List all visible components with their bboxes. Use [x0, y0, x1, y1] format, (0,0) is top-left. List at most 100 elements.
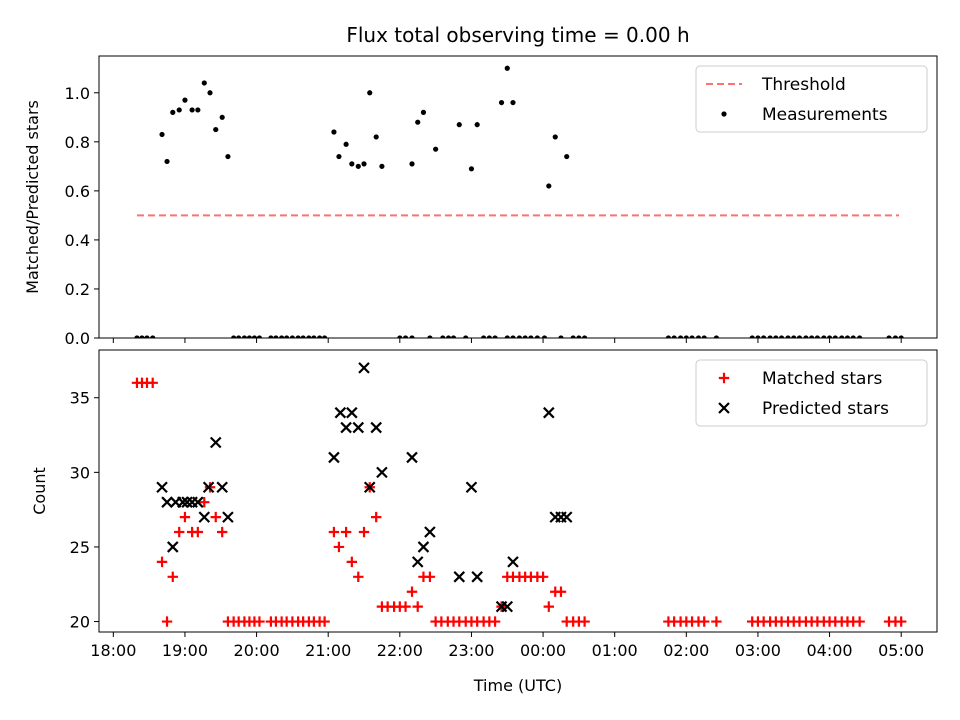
measurement-point — [355, 163, 361, 169]
count-panel: 20 25 30 35 18:00 19:00 20:00 21:00 22:00 23:00 00… — [30, 349, 938, 660]
measurement-point — [246, 335, 253, 338]
predicted-star-point — [161, 496, 173, 508]
predicted-star-point — [198, 511, 211, 523]
measurement-point — [463, 335, 469, 338]
matched-star-point — [537, 571, 549, 582]
predicted-star-point — [222, 511, 234, 523]
matched-star-point — [579, 616, 590, 627]
y-tick-label: 35 — [70, 389, 90, 408]
x-tick-label: 19:00 — [162, 641, 208, 660]
measurement-point — [289, 335, 295, 338]
x-tick-label: 23:00 — [448, 641, 494, 660]
matched-star-point — [174, 526, 185, 538]
x-tick-label: 01:00 — [592, 641, 638, 660]
matched-star-point — [179, 511, 191, 523]
measurement-point — [809, 335, 815, 338]
measurement-point — [510, 335, 516, 338]
measurement-point — [576, 335, 582, 338]
y-axis-label: Count — [30, 467, 49, 515]
measurement-point — [349, 161, 355, 167]
predicted-star-point — [192, 496, 204, 508]
matched-star-point — [543, 601, 554, 612]
predicted-star-point — [177, 496, 189, 508]
matched-star-point — [210, 511, 221, 523]
measurement-point — [367, 90, 373, 96]
measurement-point — [284, 335, 290, 338]
predicted-star-point — [560, 511, 573, 523]
measurement-point — [695, 335, 702, 338]
legend-matched-swatch — [718, 372, 730, 384]
matched-star-point — [555, 586, 567, 597]
measurement-point — [814, 335, 820, 338]
predicted-star-point — [334, 406, 347, 419]
measurement-point — [749, 335, 755, 338]
measurement-point — [170, 109, 176, 115]
predicted-star-point — [406, 451, 418, 464]
measurement-point — [213, 126, 219, 133]
measurement-point — [552, 134, 558, 140]
chart-title: Flux total observing time = 0.00 h — [346, 23, 689, 47]
x-axis-label: Time (UTC) — [473, 676, 562, 695]
y-tick-label: 25 — [70, 538, 90, 557]
measurement-point — [826, 335, 833, 338]
measurement-point — [498, 99, 505, 106]
measurement-point — [665, 335, 672, 338]
measurement-point — [767, 335, 773, 338]
measurement-point — [778, 335, 785, 338]
measurement-point — [671, 335, 677, 338]
y-axis-label: Matched/Predicted stars — [23, 100, 42, 294]
x-tick-label: 03:00 — [735, 641, 781, 660]
plot-frame — [98, 55, 938, 339]
measurement-point — [251, 335, 258, 338]
measurement-point — [534, 335, 540, 338]
measurement-point — [504, 65, 510, 71]
legend-box — [695, 359, 928, 427]
predicted-star-point — [156, 481, 168, 494]
measurement-point — [528, 335, 534, 338]
measurement-point — [456, 122, 462, 128]
predicted-star-point — [376, 466, 388, 479]
measurement-point — [150, 335, 156, 338]
predicted-star-point — [543, 406, 555, 419]
y-tick-label: 0.8 — [65, 133, 90, 152]
predicted-star-point — [346, 406, 358, 419]
y-tick-label: 0.0 — [65, 329, 90, 348]
plot-frame — [98, 349, 938, 633]
measurement-point — [492, 335, 498, 338]
measurement-point — [241, 335, 247, 338]
measurement-point — [546, 183, 552, 189]
measurement-point — [683, 335, 689, 338]
matched-star-point — [406, 586, 418, 597]
measurement-point — [331, 129, 337, 135]
legend-label: Measurements — [762, 105, 888, 125]
measurement-point — [440, 335, 446, 338]
measurement-point — [570, 335, 576, 338]
matched-star-point — [199, 496, 210, 508]
measurement-point — [898, 335, 904, 338]
x-tick-label: 04:00 — [807, 641, 853, 660]
y-tick-label: 20 — [70, 613, 90, 632]
measurement-point — [361, 161, 367, 167]
predicted-star-point — [209, 436, 222, 449]
measurement-point — [306, 335, 312, 338]
ratio-panel: 0.0 0.2 0.4 0.6 0.8 1.0 Matched/Predicted star… — [23, 55, 938, 348]
measurement-point — [415, 119, 421, 125]
measurement-point — [504, 335, 510, 338]
predicted-star-point — [166, 541, 179, 553]
measurement-point — [450, 335, 457, 338]
matched-star-point — [370, 511, 382, 523]
measurement-point — [189, 107, 195, 113]
measurement-point — [468, 166, 475, 172]
matched-star-point — [412, 601, 423, 612]
matched-star-point — [167, 571, 178, 582]
x-tick-label: 02:00 — [663, 641, 709, 660]
measurement-point — [427, 335, 433, 338]
measurement-point — [134, 335, 140, 338]
y-tick-label: 0.6 — [65, 182, 90, 201]
measurement-point — [373, 134, 379, 140]
measurement-point — [219, 114, 225, 120]
predicted-star-point — [471, 571, 483, 583]
measurement-point — [311, 335, 317, 338]
measurement-point — [832, 335, 838, 338]
x-tick-label: 22:00 — [377, 641, 423, 660]
